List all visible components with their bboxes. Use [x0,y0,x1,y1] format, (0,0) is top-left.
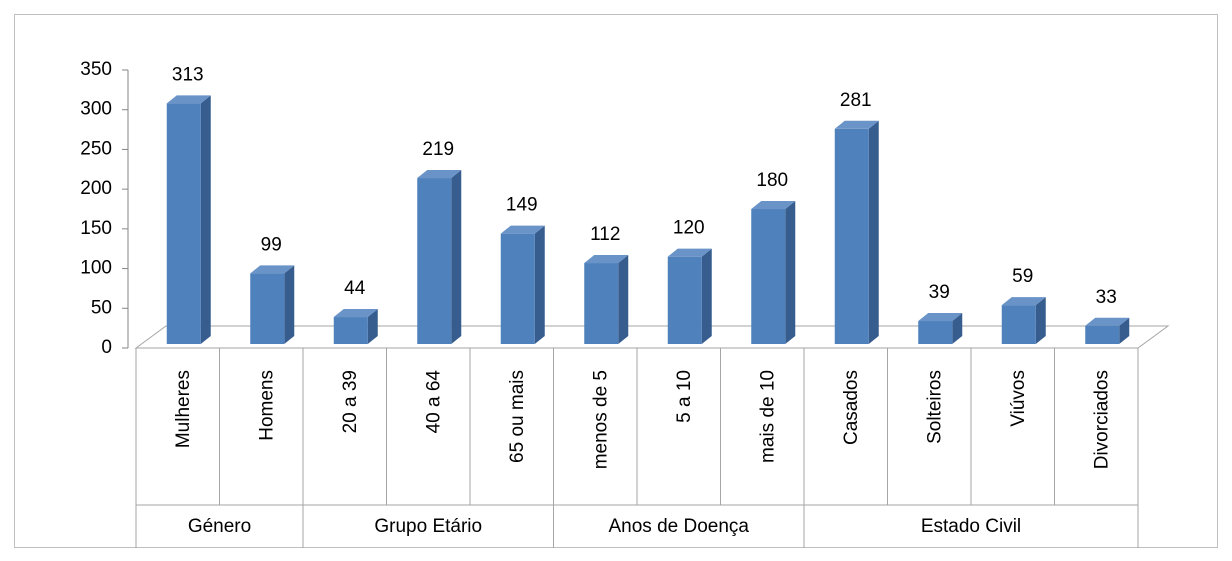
x-tick-label: Viúvos [1008,370,1029,427]
x-tick-label: Divorciados [1091,370,1112,469]
value-label: 219 [422,139,454,160]
bar-side [1119,317,1130,344]
bar-top [834,120,879,129]
bar-side [618,255,629,344]
x-tick-label: 40 a 64 [423,370,444,434]
bar [500,233,535,344]
value-label: 281 [840,90,872,111]
bar [751,209,786,344]
bar-side [952,313,963,344]
bar [250,273,285,344]
y-tick-label: 200 [80,178,112,199]
y-tick-label: 50 [91,297,112,318]
x-tick-label: Mulheres [173,370,194,448]
value-label: 39 [929,282,950,303]
x-tick-label: mais de 10 [757,370,778,463]
bar-top [417,170,462,179]
x-tick-label: 5 a 10 [674,370,695,423]
y-tick-label: 0 [101,337,112,358]
value-label: 149 [506,195,538,216]
y-tick-label: 150 [80,218,112,239]
bar-side [868,120,879,344]
bar [1085,325,1120,344]
bar-top [500,225,545,234]
bar [834,128,869,344]
bar [417,178,452,344]
bar-top [333,309,378,318]
group-label: Anos de Doença [609,516,750,537]
bar-top [1085,317,1130,326]
bar-top [584,255,629,264]
bar-top [166,95,211,104]
bar-top [751,201,796,210]
value-label: 44 [344,278,366,299]
x-tick-label: Casados [841,370,862,445]
group-label: Género [188,516,251,537]
y-tick-label: 250 [80,138,112,159]
bar-side [284,265,295,344]
group-label: Estado Civil [921,516,1021,537]
bar-top [667,248,712,257]
bar [918,321,953,344]
x-tick-label: 20 a 39 [340,370,361,433]
x-tick-label: Solteiros [924,370,945,444]
y-tick-label: 100 [80,258,112,279]
bar [667,256,702,344]
bar-top [1001,297,1046,306]
y-tick-label: 350 [80,59,112,80]
bar-side [200,95,211,344]
bar [584,263,619,344]
bar-side [701,248,712,344]
group-label: Grupo Etário [374,516,482,537]
bar [333,317,368,344]
bar-side [367,309,378,344]
x-tick-label: menos de 5 [590,370,611,469]
bar-side [451,170,462,344]
bar-side [785,201,796,344]
bar-side [534,225,545,344]
value-label: 313 [172,64,204,85]
y-tick-label: 300 [80,99,112,120]
x-tick-label: 65 ou mais [507,370,528,463]
bar [1001,305,1036,344]
value-label: 120 [673,218,705,239]
value-label: 99 [261,234,282,255]
bar-top [250,265,295,274]
value-label: 180 [756,170,788,191]
value-label: 33 [1096,287,1117,308]
bar-side [1035,297,1046,344]
value-label: 59 [1012,266,1033,287]
x-tick-label: Homens [256,370,277,441]
value-label: 112 [590,224,620,245]
bar [166,103,201,344]
bar-top [918,313,963,322]
